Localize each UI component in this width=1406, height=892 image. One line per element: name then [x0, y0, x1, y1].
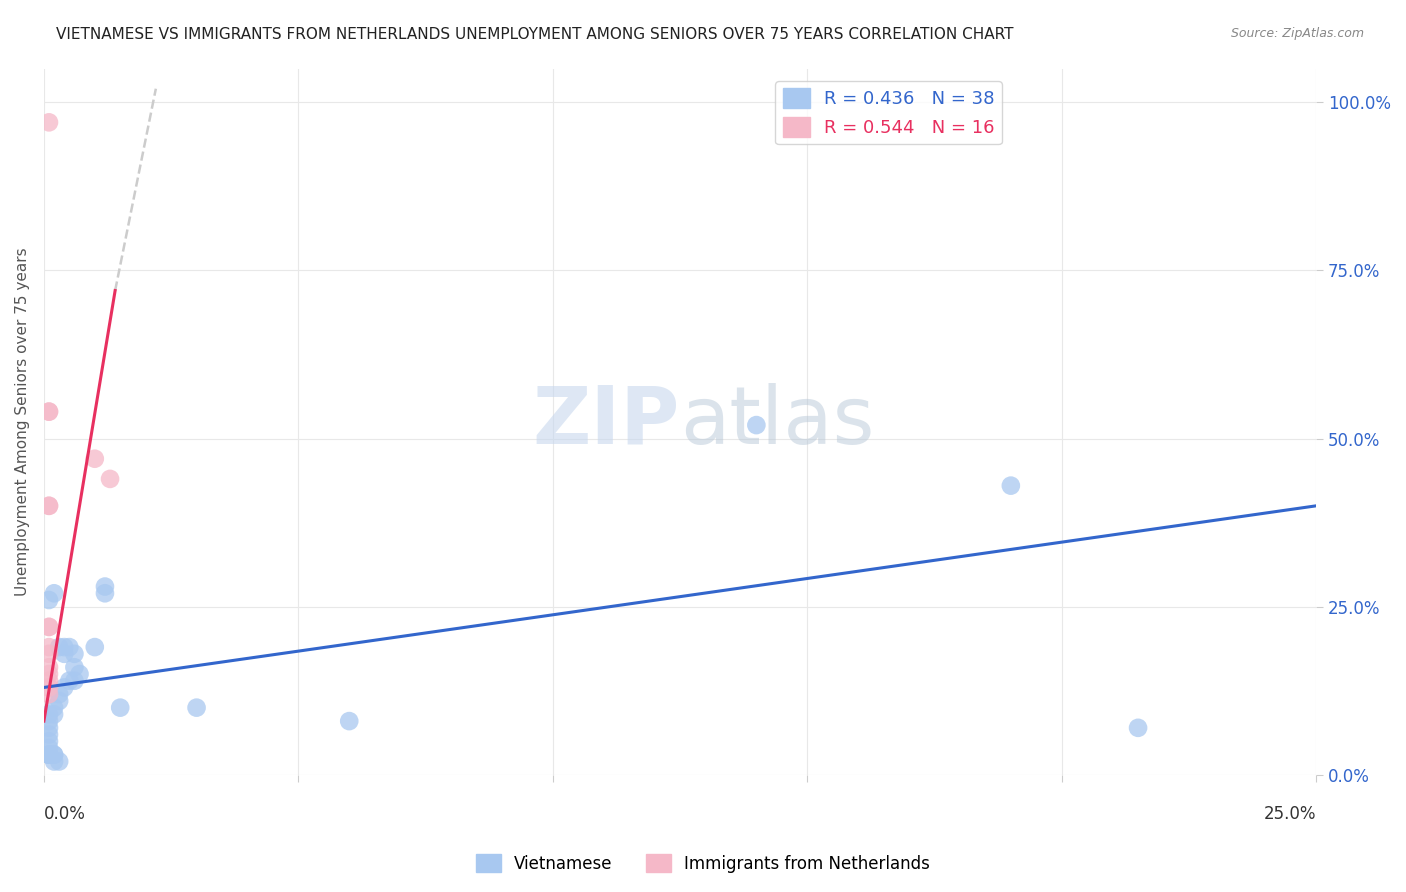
Point: [38, 681, 60, 695]
Point: [94, 580, 117, 594]
Point: [38, 640, 60, 654]
Point: [38, 721, 60, 735]
Point: [38, 747, 60, 762]
Point: [83, 451, 105, 466]
Point: [38, 593, 60, 607]
Point: [38, 747, 60, 762]
Point: [53, 640, 76, 654]
Point: [42, 700, 65, 714]
Point: [186, 700, 208, 714]
Point: [38, 499, 60, 513]
Point: [745, 418, 768, 433]
Point: [38, 404, 60, 418]
Point: [48, 755, 70, 769]
Point: [337, 714, 360, 728]
Text: atlas: atlas: [681, 383, 875, 461]
Point: [38, 734, 60, 748]
Point: [42, 586, 65, 600]
Text: 0.0%: 0.0%: [44, 805, 86, 823]
Text: 25.0%: 25.0%: [1264, 805, 1316, 823]
Point: [1000, 478, 1022, 492]
Point: [1126, 721, 1149, 735]
Text: VIETNAMESE VS IMMIGRANTS FROM NETHERLANDS UNEMPLOYMENT AMONG SENIORS OVER 75 YEA: VIETNAMESE VS IMMIGRANTS FROM NETHERLAND…: [56, 27, 1014, 42]
Point: [38, 660, 60, 674]
Point: [58, 640, 80, 654]
Point: [48, 694, 70, 708]
Point: [38, 741, 60, 756]
Point: [53, 647, 76, 661]
Legend: R = 0.436   N = 38, R = 0.544   N = 16: R = 0.436 N = 38, R = 0.544 N = 16: [775, 81, 1002, 145]
Point: [63, 647, 86, 661]
Point: [58, 673, 80, 688]
Point: [38, 620, 60, 634]
Point: [69, 667, 91, 681]
Point: [98, 472, 121, 486]
Point: [42, 755, 65, 769]
Point: [38, 404, 60, 418]
Point: [38, 673, 60, 688]
Point: [38, 667, 60, 681]
Point: [42, 707, 65, 722]
Point: [38, 687, 60, 701]
Point: [38, 647, 60, 661]
Y-axis label: Unemployment Among Seniors over 75 years: Unemployment Among Seniors over 75 years: [15, 247, 30, 596]
Text: Source: ZipAtlas.com: Source: ZipAtlas.com: [1230, 27, 1364, 40]
Point: [38, 707, 60, 722]
Point: [38, 714, 60, 728]
Point: [38, 747, 60, 762]
Point: [63, 660, 86, 674]
Point: [38, 620, 60, 634]
Point: [38, 115, 60, 129]
Point: [48, 687, 70, 701]
Point: [83, 640, 105, 654]
Text: ZIP: ZIP: [533, 383, 681, 461]
Legend: Vietnamese, Immigrants from Netherlands: Vietnamese, Immigrants from Netherlands: [470, 847, 936, 880]
Point: [63, 673, 86, 688]
Point: [94, 586, 117, 600]
Point: [38, 499, 60, 513]
Point: [53, 681, 76, 695]
Point: [38, 727, 60, 741]
Point: [42, 747, 65, 762]
Point: [110, 700, 132, 714]
Point: [48, 640, 70, 654]
Point: [42, 747, 65, 762]
